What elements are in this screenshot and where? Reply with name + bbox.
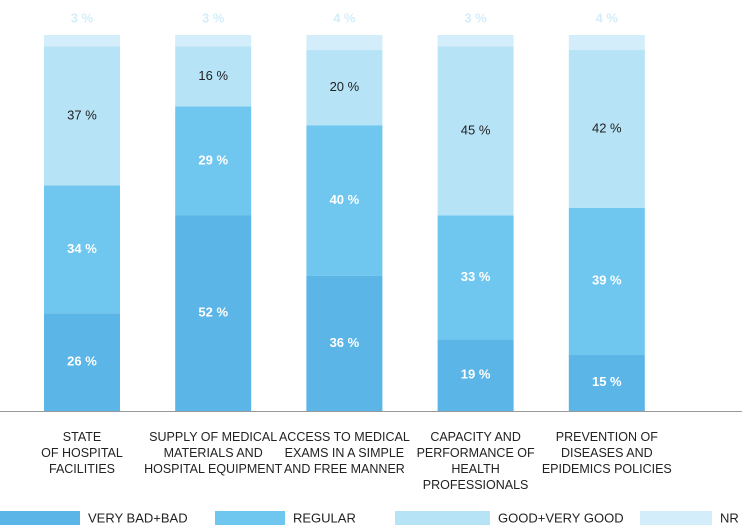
bar-segment (568, 207, 645, 355)
bar-segment (568, 50, 645, 208)
bar-segment (175, 35, 252, 47)
bar-segment (175, 46, 252, 107)
bar-segment (175, 215, 252, 411)
bar-segment (437, 35, 514, 47)
x-tick-label: CAPACITY AND PERFORMANCE OF HEALTH PROFE… (416, 430, 535, 492)
value-label: 4 % (596, 10, 619, 25)
value-label: 34 % (67, 241, 97, 256)
value-label: 36 % (330, 335, 360, 350)
bar-segment (306, 35, 383, 51)
value-label: 45 % (461, 122, 491, 137)
value-label: 40 % (330, 192, 360, 207)
value-label: 3 % (464, 10, 487, 25)
bar-segment (568, 35, 645, 51)
legend-label: GOOD+VERY GOOD (498, 510, 624, 525)
value-label: 37 % (67, 107, 97, 122)
value-label: 33 % (461, 269, 491, 284)
legend-swatch (395, 511, 490, 525)
legend-label: VERY BAD+BAD (88, 510, 188, 525)
value-label: 26 % (67, 354, 97, 369)
value-label: 4 % (333, 10, 356, 25)
bar-segment (44, 185, 120, 314)
value-label: 20 % (330, 79, 360, 94)
bar-segment (306, 125, 383, 276)
value-label: 42 % (592, 120, 622, 135)
value-label: 19 % (461, 367, 491, 382)
bar-segment (44, 46, 120, 186)
value-label: 52 % (198, 305, 228, 320)
value-label: 3 % (202, 10, 225, 25)
legend-swatch (640, 511, 712, 525)
bar-segment (44, 313, 120, 411)
value-label: 39 % (592, 273, 622, 288)
bar-segment (306, 275, 383, 411)
x-tick-label: PREVENTION OF DISEASES AND EPIDEMICS POL… (541, 430, 672, 476)
bar-segment (568, 354, 645, 411)
value-label: 15 % (592, 374, 622, 389)
x-tick-label: STATE OF HOSPITAL FACILITIES (41, 430, 123, 476)
bar-segment (175, 106, 252, 216)
legend-swatch (215, 511, 285, 525)
legend-label: NR (720, 510, 739, 525)
value-label: 3 % (71, 10, 94, 25)
value-label: 16 % (198, 68, 228, 83)
bar-segment (437, 46, 514, 216)
bar-segment (306, 50, 383, 126)
value-label: 29 % (198, 152, 228, 167)
legend-label: REGULAR (293, 510, 356, 525)
bar-segment (437, 339, 514, 411)
x-tick-label: ACCESS TO MEDICAL EXAMS IN A SIMPLE AND … (278, 430, 410, 476)
bar-segment (437, 215, 514, 340)
bar-segment (44, 35, 120, 47)
x-tick-label: SUPPLY OF MEDICAL MATERIALS AND HOSPITAL… (144, 430, 283, 476)
legend-swatch (0, 511, 80, 525)
